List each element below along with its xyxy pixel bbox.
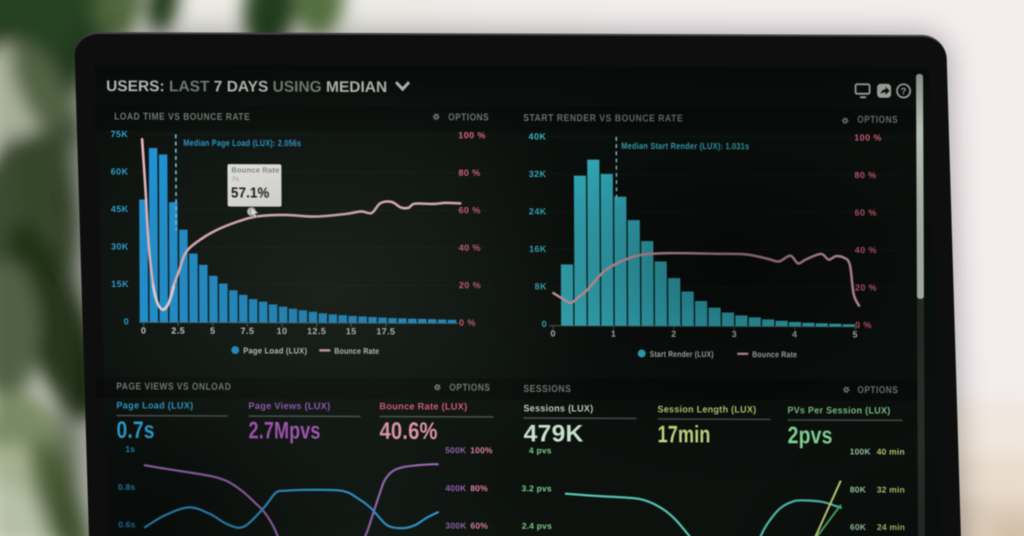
svg-text:1s: 1s	[125, 444, 135, 454]
svg-text:Median Page Load (LUX): 2.056s: Median Page Load (LUX): 2.056s	[183, 138, 301, 148]
svg-text:20 %: 20 %	[855, 283, 877, 293]
svg-text:100 %: 100 %	[458, 130, 486, 140]
svg-text:OPTIONS: OPTIONS	[857, 385, 898, 396]
svg-text:?: ?	[901, 86, 907, 97]
svg-text:Sessions (LUX): Sessions (LUX)	[523, 404, 593, 415]
svg-text:80 %: 80 %	[854, 170, 876, 180]
svg-text:45K: 45K	[111, 204, 129, 214]
svg-text:OPTIONS: OPTIONS	[448, 112, 489, 123]
svg-text:40 min: 40 min	[877, 446, 905, 456]
svg-text:40 %: 40 %	[459, 243, 481, 253]
svg-text:Median Start Render (LUX): 1.0: Median Start Render (LUX): 1.031s	[621, 141, 749, 151]
svg-text:8K: 8K	[535, 281, 547, 291]
svg-text:2.7Mpvs: 2.7Mpvs	[249, 418, 321, 445]
svg-text:2.4 pvs: 2.4 pvs	[522, 521, 552, 531]
svg-text:60 %: 60 %	[459, 205, 481, 215]
svg-text:80K: 80K	[850, 484, 867, 494]
svg-text:SESSIONS: SESSIONS	[523, 384, 571, 395]
svg-text:100K: 100K	[850, 446, 872, 456]
svg-text:15: 15	[346, 326, 357, 336]
svg-text:Start Render (LUX): Start Render (LUX)	[650, 349, 714, 359]
svg-text:57.1%: 57.1%	[231, 186, 270, 202]
svg-text:60 %: 60 %	[855, 208, 877, 218]
svg-text:0.6s: 0.6s	[118, 519, 135, 529]
svg-text:16K: 16K	[529, 244, 547, 254]
svg-text:300K: 300K	[445, 520, 467, 530]
svg-text:30K: 30K	[111, 242, 129, 252]
svg-text:7.5: 7.5	[241, 326, 255, 336]
svg-text:START RENDER VS BOUNCE RATE: START RENDER VS BOUNCE RATE	[523, 113, 683, 125]
svg-text:60K: 60K	[850, 522, 867, 532]
svg-text:4 pvs: 4 pvs	[529, 445, 552, 455]
svg-text:75K: 75K	[111, 129, 129, 139]
svg-text:20 %: 20 %	[459, 280, 481, 290]
svg-text:60K: 60K	[111, 167, 129, 177]
svg-text:Session Length (LUX): Session Length (LUX)	[657, 405, 756, 416]
svg-text:10: 10	[277, 326, 288, 336]
svg-text:0 %: 0 %	[855, 320, 872, 330]
svg-text:40 %: 40 %	[855, 245, 877, 255]
svg-text:0: 0	[550, 329, 555, 339]
svg-text:Page Load (LUX): Page Load (LUX)	[116, 401, 193, 412]
svg-text:15K: 15K	[111, 279, 129, 289]
svg-text:0.7s: 0.7s	[117, 417, 155, 444]
svg-text:0: 0	[542, 319, 547, 329]
svg-text:100%: 100%	[470, 445, 493, 455]
svg-text:12.5: 12.5	[307, 326, 326, 336]
svg-text:32K: 32K	[529, 169, 547, 179]
svg-text:OPTIONS: OPTIONS	[449, 383, 490, 394]
svg-text:40.6%: 40.6%	[380, 418, 438, 445]
svg-text:Page Load (LUX): Page Load (LUX)	[243, 346, 307, 356]
svg-text:PVs Per Session (LUX): PVs Per Session (LUX)	[787, 405, 890, 416]
svg-text:5: 5	[210, 326, 215, 336]
svg-text:0.8s: 0.8s	[118, 482, 135, 492]
svg-text:17min: 17min	[658, 422, 711, 449]
svg-text:1: 1	[611, 329, 616, 339]
svg-text:80 %: 80 %	[458, 168, 480, 178]
svg-text:479K: 479K	[524, 421, 585, 448]
svg-text:LOAD TIME VS BOUNCE RATE: LOAD TIME VS BOUNCE RATE	[114, 112, 250, 123]
svg-text:2pvs: 2pvs	[788, 422, 833, 449]
svg-text:2: 2	[671, 329, 676, 339]
svg-text:100 %: 100 %	[854, 133, 882, 143]
svg-text:17.5: 17.5	[376, 327, 395, 337]
svg-text:24 min: 24 min	[877, 522, 905, 532]
svg-text:2.5: 2.5	[171, 326, 185, 336]
svg-text:Bounce Rate: Bounce Rate	[231, 166, 279, 175]
svg-text:5: 5	[852, 330, 857, 340]
svg-text:3: 3	[732, 329, 737, 339]
svg-text:0: 0	[124, 317, 129, 327]
svg-text:80%: 80%	[470, 483, 488, 493]
svg-text:40K: 40K	[529, 131, 547, 141]
svg-text:4: 4	[792, 330, 797, 340]
svg-text:7s: 7s	[231, 176, 239, 183]
svg-text:OPTIONS: OPTIONS	[857, 115, 898, 126]
svg-text:Bounce Rate: Bounce Rate	[752, 349, 797, 359]
svg-text:Page Views (LUX): Page Views (LUX)	[248, 401, 330, 412]
svg-text:0: 0	[141, 326, 146, 336]
svg-text:Bounce Rate (LUX): Bounce Rate (LUX)	[379, 402, 467, 413]
svg-text:Bounce Rate: Bounce Rate	[334, 346, 379, 356]
svg-text:60%: 60%	[470, 520, 488, 530]
svg-text:3.2 pvs: 3.2 pvs	[522, 483, 552, 493]
svg-text:400K: 400K	[445, 483, 467, 493]
svg-text:32 min: 32 min	[877, 484, 905, 494]
svg-text:0 %: 0 %	[459, 318, 476, 328]
svg-text:PAGE VIEWS VS ONLOAD: PAGE VIEWS VS ONLOAD	[116, 382, 231, 393]
svg-text:24K: 24K	[529, 206, 547, 216]
svg-text:500K: 500K	[445, 445, 467, 455]
